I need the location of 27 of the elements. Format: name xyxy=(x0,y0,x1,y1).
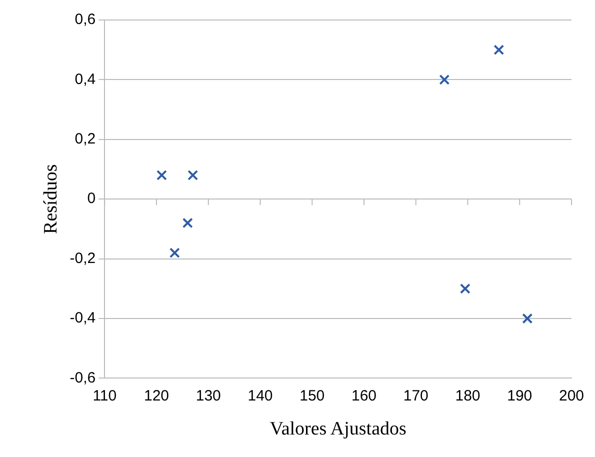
x-tick-label: 110 xyxy=(92,387,117,404)
y-tick-label: 0,4 xyxy=(74,70,96,88)
x-tick-label: 190 xyxy=(507,387,532,404)
x-tick-label: 170 xyxy=(403,387,428,404)
x-tick-label: 180 xyxy=(455,387,480,404)
point xyxy=(169,248,180,258)
x-axis-title: Valores Ajustados xyxy=(270,418,406,440)
x-tick-label: 150 xyxy=(300,387,325,404)
point xyxy=(156,170,167,180)
x-tick-label: 120 xyxy=(144,387,170,404)
x-tick-label: 140 xyxy=(248,387,273,404)
point xyxy=(494,44,504,56)
x-tick-label: 160 xyxy=(351,387,377,404)
y-tick-label: -0,2 xyxy=(70,250,96,267)
point xyxy=(460,283,470,294)
point xyxy=(439,74,450,85)
y-tick-label: -0,4 xyxy=(70,310,96,327)
x-tick-label: 130 xyxy=(196,387,221,404)
point xyxy=(182,218,193,228)
point xyxy=(522,313,533,324)
point xyxy=(188,170,198,180)
y-tick-label: 0,2 xyxy=(74,130,96,148)
y-axis-title: Resíduos xyxy=(40,164,62,234)
y-tick-label: -0,6 xyxy=(70,369,96,386)
y-tick-label: 0 xyxy=(87,190,96,208)
x-tick-label: 200 xyxy=(558,387,584,404)
y-tick-label: 0,6 xyxy=(74,11,96,28)
